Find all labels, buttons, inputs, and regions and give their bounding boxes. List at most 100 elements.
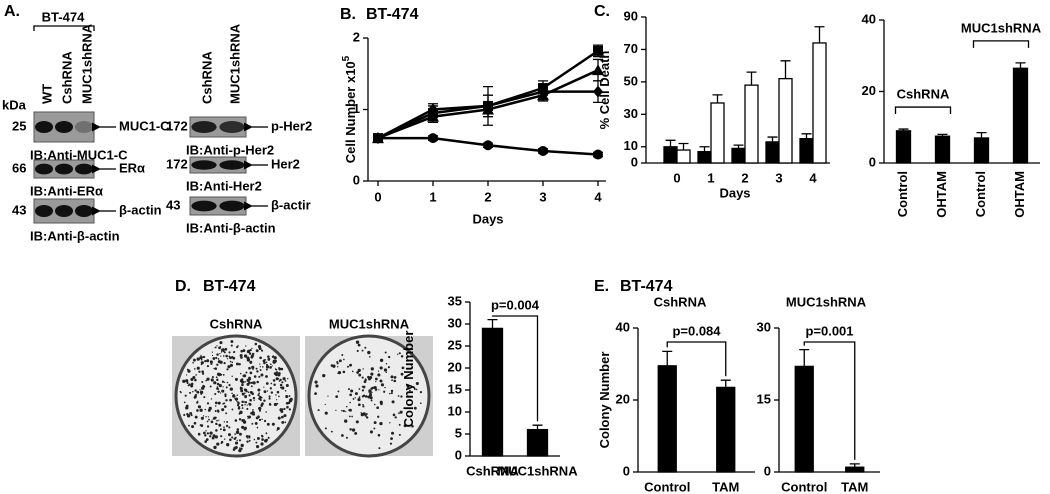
significance-bracket bbox=[491, 315, 539, 422]
colony bbox=[196, 357, 200, 361]
colony bbox=[241, 383, 244, 387]
colony bbox=[258, 418, 262, 422]
y-tick-label: 10 bbox=[448, 403, 462, 418]
colony bbox=[357, 343, 361, 347]
kda-marker: 172 bbox=[166, 118, 188, 133]
colony bbox=[368, 355, 371, 358]
colony bbox=[370, 367, 374, 371]
y-tick-label: 90 bbox=[624, 8, 638, 23]
colony bbox=[248, 415, 252, 419]
colony bbox=[245, 435, 249, 438]
colony bbox=[236, 439, 238, 442]
colony bbox=[244, 392, 246, 394]
band bbox=[35, 205, 53, 217]
colony bbox=[213, 381, 217, 385]
colony bbox=[250, 385, 253, 388]
colony bbox=[398, 433, 401, 436]
colony bbox=[214, 410, 217, 413]
colony bbox=[252, 368, 254, 371]
colony bbox=[240, 443, 244, 448]
x-tick-label: 4 bbox=[594, 189, 602, 204]
cell-line: BT-474 bbox=[42, 9, 85, 24]
colony bbox=[244, 395, 247, 399]
colony bbox=[240, 356, 243, 359]
colony bbox=[229, 360, 232, 363]
colony bbox=[269, 387, 272, 390]
y-tick-label: 30 bbox=[757, 319, 771, 334]
colony bbox=[231, 392, 233, 395]
colony bbox=[252, 396, 256, 400]
colony bbox=[211, 376, 214, 379]
colony bbox=[337, 372, 339, 375]
colony bbox=[380, 383, 384, 387]
y-axis-label: % Cell Death bbox=[597, 51, 612, 130]
y-axis-label: Colony Number bbox=[401, 331, 416, 428]
colony bbox=[277, 416, 281, 420]
kda-marker: 25 bbox=[12, 118, 26, 133]
colony bbox=[250, 381, 253, 384]
x-tick-label: TAM bbox=[841, 479, 868, 494]
p-value: p=0.004 bbox=[491, 297, 540, 312]
colony bbox=[265, 432, 268, 435]
colony bbox=[249, 398, 252, 402]
colony bbox=[206, 420, 209, 423]
colony bbox=[256, 380, 259, 384]
colony bbox=[257, 415, 260, 419]
colony bbox=[200, 416, 204, 420]
colony bbox=[185, 374, 188, 376]
y-tick-label: 30 bbox=[624, 106, 638, 121]
colony bbox=[399, 410, 403, 414]
colony bbox=[330, 430, 333, 433]
marker bbox=[483, 99, 493, 112]
colony bbox=[234, 441, 239, 445]
colony bbox=[203, 396, 206, 399]
y-axis-label: Cell Number x105 bbox=[341, 55, 359, 163]
colony bbox=[268, 395, 271, 398]
colony bbox=[258, 397, 261, 400]
marker bbox=[427, 110, 439, 122]
colony bbox=[202, 355, 206, 359]
y-tick-label: 40 bbox=[862, 11, 876, 26]
colony bbox=[231, 361, 234, 364]
colony bbox=[390, 375, 394, 379]
colony bbox=[375, 380, 377, 383]
colony bbox=[367, 375, 370, 379]
x-tick-label: Control bbox=[973, 171, 988, 217]
colony bbox=[231, 375, 233, 378]
panel-letter: E. bbox=[594, 278, 609, 295]
colony bbox=[341, 410, 343, 412]
lane-label: WT bbox=[39, 84, 54, 104]
colony bbox=[267, 436, 270, 439]
colony bbox=[212, 357, 216, 360]
colony bbox=[260, 373, 264, 377]
marker bbox=[428, 133, 438, 144]
marker bbox=[592, 64, 604, 76]
colony bbox=[401, 366, 405, 370]
colony bbox=[206, 365, 210, 368]
marker bbox=[538, 85, 548, 98]
colony bbox=[217, 409, 220, 412]
colony bbox=[332, 364, 336, 368]
colony bbox=[256, 370, 259, 373]
colony bbox=[285, 394, 289, 399]
colony bbox=[337, 371, 342, 375]
colony bbox=[228, 351, 231, 354]
colony bbox=[242, 420, 247, 424]
colony bbox=[207, 408, 211, 412]
colony bbox=[406, 384, 410, 388]
colony bbox=[222, 386, 224, 388]
colony bbox=[384, 368, 386, 371]
colony bbox=[204, 359, 207, 363]
colony bbox=[393, 379, 397, 383]
colony bbox=[220, 351, 223, 353]
colony bbox=[265, 365, 270, 369]
colony bbox=[408, 373, 411, 376]
colony bbox=[258, 409, 262, 412]
colony bbox=[364, 346, 367, 349]
colony bbox=[368, 396, 372, 399]
colony bbox=[200, 354, 202, 357]
colony bbox=[241, 404, 244, 407]
colony bbox=[252, 381, 255, 384]
x-tick-label: 3 bbox=[775, 170, 782, 185]
